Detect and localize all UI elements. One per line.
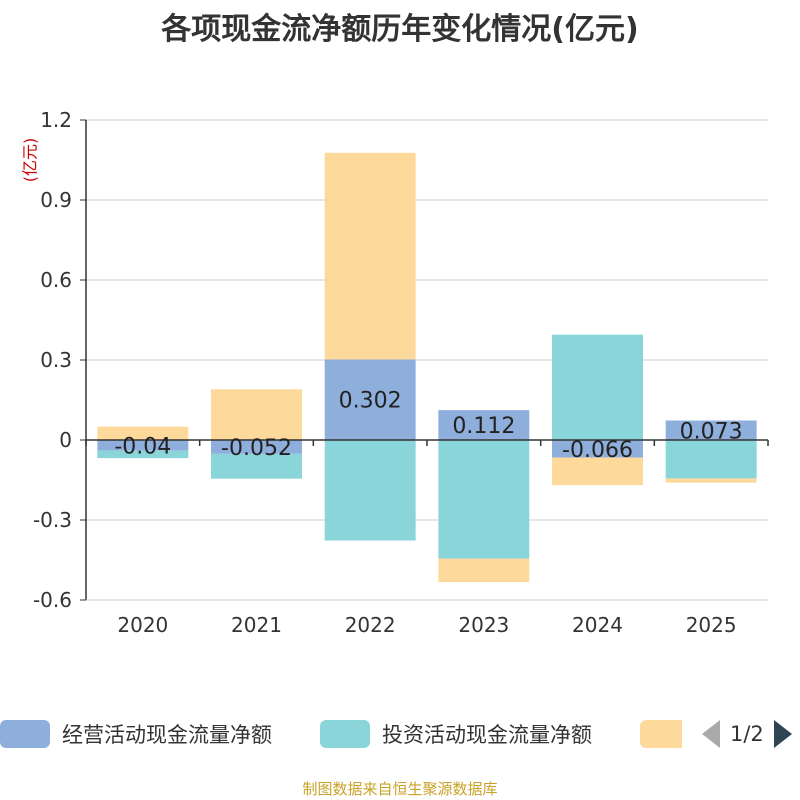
- legend-page-indicator: 1/2: [730, 722, 764, 746]
- data-labels: -0.04 -0.052 0.302 0.112 -0.066 0.073: [114, 389, 742, 463]
- bar-series-0-2022[interactable]: [324, 359, 416, 440]
- data-label: 0.112: [452, 414, 515, 439]
- legend-item-third[interactable]: [640, 716, 682, 752]
- x-tick-label: 2023: [458, 613, 509, 637]
- legend-next-arrow-icon[interactable]: [773, 720, 792, 748]
- y-tick-label: 0.9: [40, 188, 72, 212]
- legend: 经营活动现金流量净额 投资活动现金流量净额 1/2: [0, 716, 800, 752]
- bar-series-2-2024[interactable]: [552, 457, 643, 486]
- axes: -0.6 -0.3 0 0.3 0.6 0.9 1.2 2020 2021 2022 2023 202…: [33, 108, 769, 637]
- x-tick-label: 2024: [572, 613, 623, 637]
- bar-series-1-2022[interactable]: [324, 440, 416, 541]
- chart-plot: -0.6 -0.3 0 0.3 0.6 0.9 1.2 2020 2021 2022 2023 202…: [33, 108, 769, 637]
- bar-series-2-2022[interactable]: [324, 152, 416, 360]
- legend-item-investing[interactable]: 投资活动现金流量净额: [320, 716, 592, 752]
- bar-series-0-2023[interactable]: [438, 410, 530, 440]
- legend-label-investing: 投资活动现金流量净额: [382, 723, 592, 747]
- bar-series-2-2021[interactable]: [211, 389, 302, 440]
- data-label: -0.04: [114, 434, 171, 459]
- y-tick-label: 1.2: [40, 108, 72, 132]
- bar-series-2-2020[interactable]: [97, 426, 189, 440]
- y-tick-label: -0.6: [33, 588, 72, 612]
- bar-series-0-2024[interactable]: [552, 440, 643, 458]
- legend-prev-arrow-icon[interactable]: [702, 720, 720, 748]
- legend-swatch-investing: [320, 720, 370, 748]
- x-tick-label: 2022: [345, 613, 396, 637]
- legend-label-operating: 经营活动现金流量净额: [62, 723, 272, 747]
- bar-series-1-2024[interactable]: [552, 334, 643, 440]
- bars: [97, 152, 757, 583]
- data-label: 0.302: [339, 389, 402, 414]
- bar-series-2-2025[interactable]: [665, 478, 757, 483]
- x-tick-label: 2021: [231, 613, 282, 637]
- y-tick-label: -0.3: [33, 508, 72, 532]
- data-label: -0.052: [221, 436, 292, 461]
- y-tick-label: 0: [59, 428, 72, 452]
- grid-lines: [86, 119, 768, 601]
- x-tick-label: 2025: [686, 613, 737, 637]
- source-note: 制图数据来自恒生聚源数据库: [302, 780, 498, 798]
- legend-pager: 1/2: [702, 716, 792, 752]
- chart-title: 各项现金流净额历年变化情况(亿元): [161, 12, 639, 47]
- bar-series-0-2020[interactable]: [97, 440, 189, 451]
- bar-series-1-2025[interactable]: [665, 440, 757, 479]
- bar-series-2-2023[interactable]: [438, 558, 530, 583]
- legend-item-operating[interactable]: 经营活动现金流量净额: [0, 716, 272, 752]
- x-tick-label: 2020: [117, 613, 168, 637]
- data-label: -0.066: [562, 438, 633, 463]
- bar-series-0-2021[interactable]: [211, 440, 302, 454]
- bar-series-0-2025[interactable]: [665, 420, 757, 440]
- y-tick-label: 0.3: [40, 348, 72, 372]
- bar-series-1-2021[interactable]: [211, 453, 302, 479]
- bar-series-1-2020[interactable]: [97, 450, 189, 459]
- data-label: 0.073: [680, 419, 743, 444]
- legend-swatch-operating: [0, 720, 50, 748]
- bar-series-1-2023[interactable]: [438, 440, 530, 559]
- legend-swatch-third: [640, 720, 682, 748]
- y-tick-label: 0.6: [40, 268, 72, 292]
